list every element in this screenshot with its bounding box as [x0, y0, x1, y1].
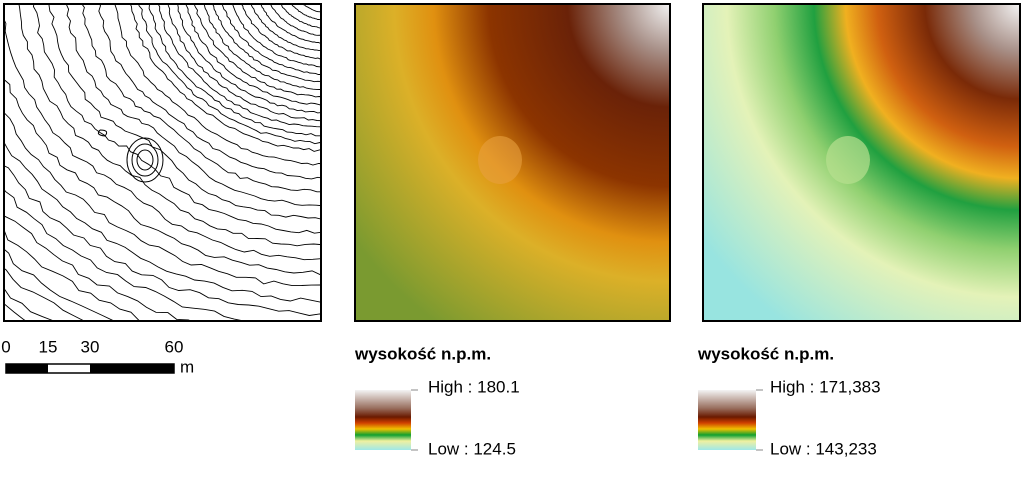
contour-line	[177, 4, 321, 114]
mound	[826, 136, 870, 184]
map-frame	[3, 3, 322, 322]
scale-label: 30	[81, 337, 100, 356]
mound	[478, 136, 522, 184]
contour-line	[212, 4, 321, 83]
contour-line	[193, 4, 321, 98]
contour-line	[4, 18, 321, 261]
contour-line	[114, 4, 321, 166]
contour-line	[157, 4, 321, 128]
contour-line	[269, 4, 321, 36]
contour-line	[290, 4, 321, 21]
contour-line	[203, 4, 321, 90]
contour-line	[81, 4, 321, 193]
contour-line	[32, 4, 321, 234]
scale-unit: m	[180, 357, 194, 376]
contour-line	[4, 141, 321, 303]
contour-line	[148, 4, 321, 137]
scale-bar	[5, 363, 175, 374]
contour-line	[4, 78, 321, 276]
contour-line	[98, 4, 321, 180]
contour-line	[4, 188, 246, 321]
legend-low: Low : 143,233	[770, 439, 877, 458]
contour-line	[65, 4, 321, 207]
contour-line	[138, 4, 321, 145]
contour-line	[250, 4, 321, 52]
contour-line	[280, 4, 321, 29]
contour-line	[18, 4, 321, 247]
legend-ramp	[355, 390, 411, 450]
contour-line	[129, 4, 321, 152]
scale-label: 15	[39, 337, 58, 356]
contour-line	[241, 4, 321, 60]
contour-line	[131, 143, 159, 177]
contour-line	[167, 4, 321, 122]
scale-label: 60	[165, 337, 184, 356]
legend-ramp	[698, 390, 756, 450]
contour-line	[4, 214, 193, 321]
contour-line	[4, 229, 151, 321]
contour-line	[231, 4, 321, 68]
contour-line	[136, 149, 154, 171]
contour-line	[4, 267, 86, 321]
legend-high: High : 171,383	[770, 377, 881, 396]
contour-line	[185, 4, 321, 106]
contour-line	[4, 111, 321, 287]
contour-map	[4, 4, 321, 321]
legend-title: wysokość n.p.m.	[697, 344, 834, 363]
contour-line	[126, 137, 164, 183]
contour-line	[4, 248, 116, 321]
contour-line	[97, 129, 108, 137]
contour-line	[48, 4, 321, 220]
legend-low: Low : 124.5	[428, 439, 516, 458]
scale-label: 0	[1, 337, 10, 356]
contour-line	[302, 4, 321, 13]
contour-line	[259, 4, 321, 44]
contour-line	[4, 165, 321, 316]
legend-title: wysokość n.p.m.	[354, 344, 491, 363]
legend-high: High : 180.1	[428, 377, 520, 396]
